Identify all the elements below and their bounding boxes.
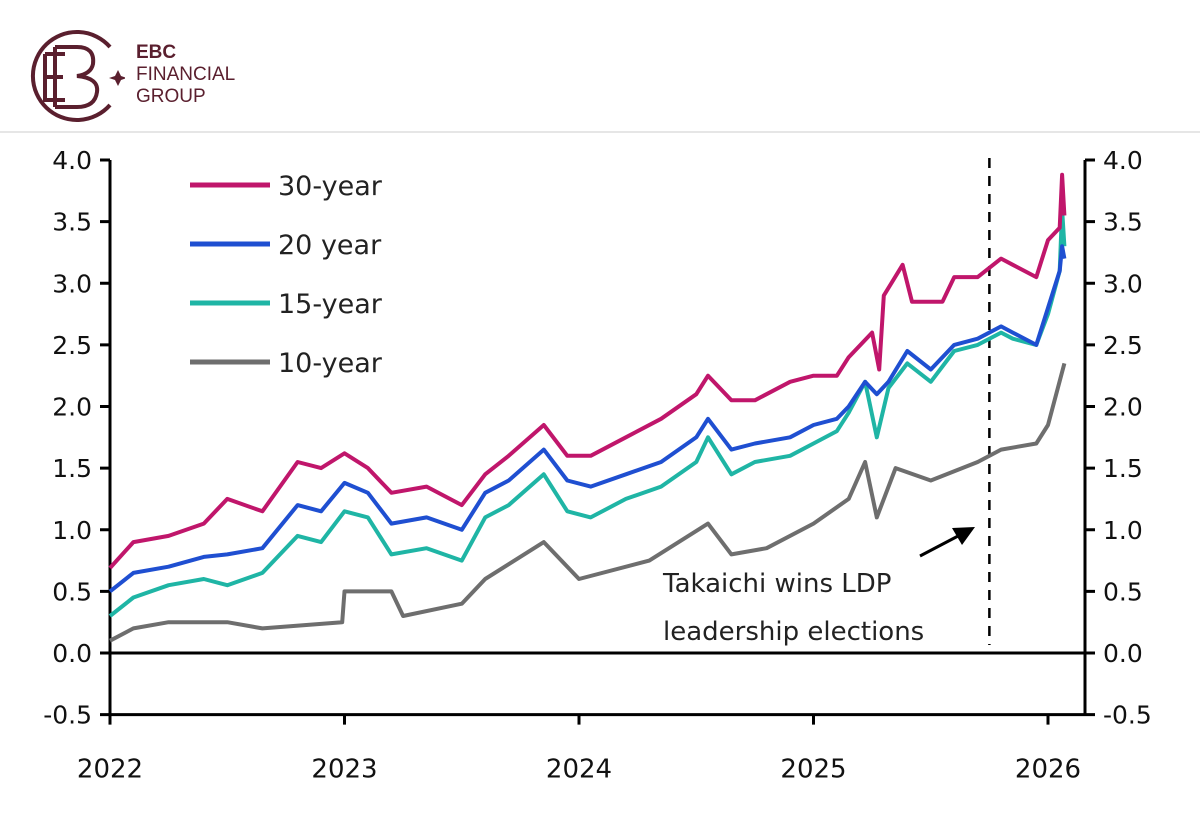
brand-line-3: GROUP: [136, 86, 206, 107]
y-tick-label-right: 0.0: [1103, 639, 1143, 668]
x-tick-label: 2023: [311, 755, 377, 785]
y-tick-label-right: 2.5: [1103, 331, 1143, 360]
brand-name: EBC FINANCIAL GROUP: [136, 42, 235, 108]
y-tick-label-left: 0.5: [52, 577, 92, 606]
y-tick-label-left: 2.5: [52, 331, 92, 360]
y-tick-label-right: -0.5: [1103, 701, 1152, 730]
y-tick-label-left: 3.0: [52, 269, 92, 298]
y-tick-label-right: 0.5: [1103, 577, 1143, 606]
series-line-15-year: [108, 207, 1067, 618]
y-tick-label-right: 3.0: [1103, 269, 1143, 298]
x-tick-label: 2026: [1015, 755, 1081, 785]
y-tick-label-right: 4.0: [1103, 146, 1143, 175]
y-tick-label-left: 1.5: [52, 454, 92, 483]
header: EBC FINANCIAL GROUP: [0, 0, 1200, 133]
annotation-text-line-2: leadership elections: [663, 617, 924, 647]
annotation-text-line-1: Takaichi wins LDP: [662, 569, 892, 599]
y-tick-label-left: 3.5: [52, 208, 92, 237]
y-tick-label-left: 2.0: [52, 393, 92, 422]
legend-label: 10-year: [278, 348, 383, 379]
y-tick-label-left: 1.0: [52, 516, 92, 545]
x-tick-label: 2024: [546, 755, 612, 785]
y-tick-label-right: 1.0: [1103, 516, 1143, 545]
brand-line-2: FINANCIAL: [136, 64, 236, 85]
legend-label: 20 year: [278, 230, 382, 261]
y-tick-label-left: 4.0: [52, 146, 92, 175]
x-tick-label: 2025: [780, 755, 846, 785]
legend-label: 30-year: [278, 171, 383, 202]
y-tick-label-left: -0.5: [43, 701, 92, 730]
y-tick-label-right: 2.0: [1103, 393, 1143, 422]
y-tick-label-right: 3.5: [1103, 208, 1143, 237]
annotation-arrowhead: [952, 527, 975, 545]
y-tick-label-left: 0.0: [52, 639, 92, 668]
y-tick-label-right: 1.5: [1103, 454, 1143, 483]
legend-label: 15-year: [278, 289, 383, 320]
series-line-10-year: [109, 362, 1067, 643]
series-line-20-year: [108, 244, 1067, 593]
ebc-logo-icon: [30, 30, 125, 122]
brand-line-1: EBC: [136, 42, 177, 63]
annotation-arrow-shaft: [919, 533, 961, 558]
series-line-30-year: [108, 172, 1067, 570]
x-tick-label: 2022: [77, 755, 143, 785]
